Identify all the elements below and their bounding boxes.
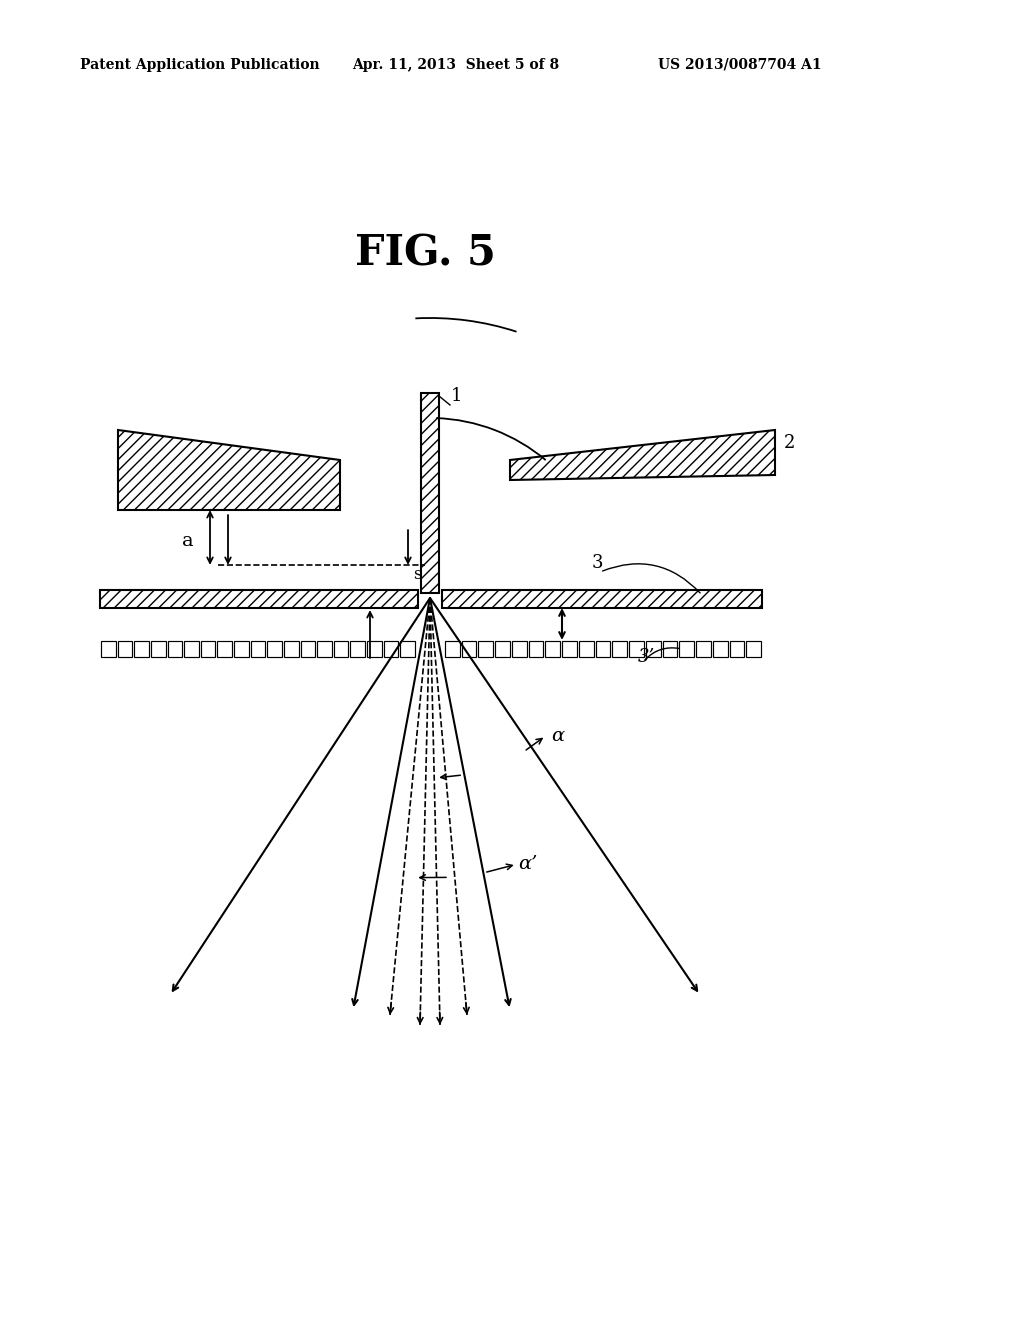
Text: Apr. 11, 2013  Sheet 5 of 8: Apr. 11, 2013 Sheet 5 of 8 xyxy=(352,58,559,73)
Polygon shape xyxy=(442,590,762,609)
Text: 3’: 3’ xyxy=(638,648,655,667)
Polygon shape xyxy=(100,590,418,609)
Text: 1: 1 xyxy=(451,387,463,405)
Text: α’: α’ xyxy=(518,855,538,874)
Text: Patent Application Publication: Patent Application Publication xyxy=(80,58,319,73)
Text: a: a xyxy=(182,532,194,549)
Text: 2: 2 xyxy=(784,434,796,451)
Text: α: α xyxy=(551,727,564,744)
Polygon shape xyxy=(510,430,775,480)
Polygon shape xyxy=(421,393,439,593)
Text: s: s xyxy=(413,566,422,583)
Text: FIG. 5: FIG. 5 xyxy=(355,232,496,275)
Polygon shape xyxy=(118,430,340,510)
Text: 3: 3 xyxy=(592,554,603,572)
Text: US 2013/0087704 A1: US 2013/0087704 A1 xyxy=(658,58,821,73)
